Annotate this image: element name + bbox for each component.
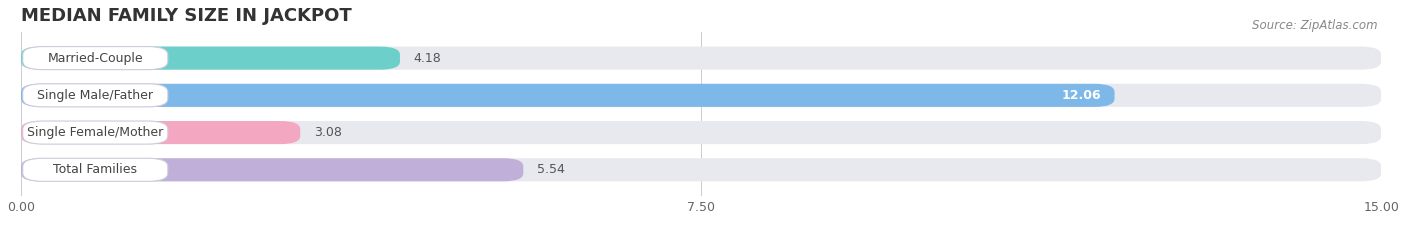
FancyBboxPatch shape	[21, 47, 1381, 70]
Text: Total Families: Total Families	[53, 163, 138, 176]
Text: Married-Couple: Married-Couple	[48, 52, 143, 65]
Text: Single Female/Mother: Single Female/Mother	[27, 126, 163, 139]
FancyBboxPatch shape	[21, 47, 399, 70]
FancyBboxPatch shape	[21, 84, 1381, 107]
FancyBboxPatch shape	[22, 158, 167, 181]
Text: MEDIAN FAMILY SIZE IN JACKPOT: MEDIAN FAMILY SIZE IN JACKPOT	[21, 7, 351, 25]
Text: 5.54: 5.54	[537, 163, 565, 176]
Text: 4.18: 4.18	[413, 52, 441, 65]
FancyBboxPatch shape	[21, 121, 1381, 144]
FancyBboxPatch shape	[21, 158, 523, 181]
Text: Single Male/Father: Single Male/Father	[38, 89, 153, 102]
FancyBboxPatch shape	[21, 121, 301, 144]
Text: 12.06: 12.06	[1062, 89, 1101, 102]
Text: 3.08: 3.08	[314, 126, 342, 139]
FancyBboxPatch shape	[22, 47, 167, 70]
FancyBboxPatch shape	[22, 121, 167, 144]
Text: Source: ZipAtlas.com: Source: ZipAtlas.com	[1253, 19, 1378, 32]
FancyBboxPatch shape	[22, 84, 167, 107]
FancyBboxPatch shape	[21, 158, 1381, 181]
FancyBboxPatch shape	[21, 84, 1115, 107]
